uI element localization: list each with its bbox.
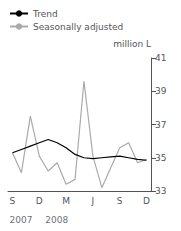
svg-text:35: 35	[155, 153, 166, 163]
svg-text:33: 33	[155, 186, 166, 196]
svg-text:M: M	[62, 196, 70, 206]
svg-text:2008: 2008	[45, 215, 68, 225]
svg-text:million L: million L	[113, 39, 151, 49]
svg-text:D: D	[143, 196, 150, 206]
svg-text:Trend: Trend	[32, 9, 58, 19]
svg-text:J: J	[91, 196, 95, 206]
svg-text:39: 39	[155, 86, 167, 96]
svg-text:2007: 2007	[9, 215, 32, 225]
svg-text:Seasonally adjusted: Seasonally adjusted	[33, 22, 123, 32]
svg-text:S: S	[117, 196, 123, 206]
svg-text:S: S	[10, 196, 16, 206]
svg-text:41: 41	[155, 53, 166, 63]
svg-text:37: 37	[155, 120, 166, 130]
svg-text:D: D	[36, 196, 43, 206]
